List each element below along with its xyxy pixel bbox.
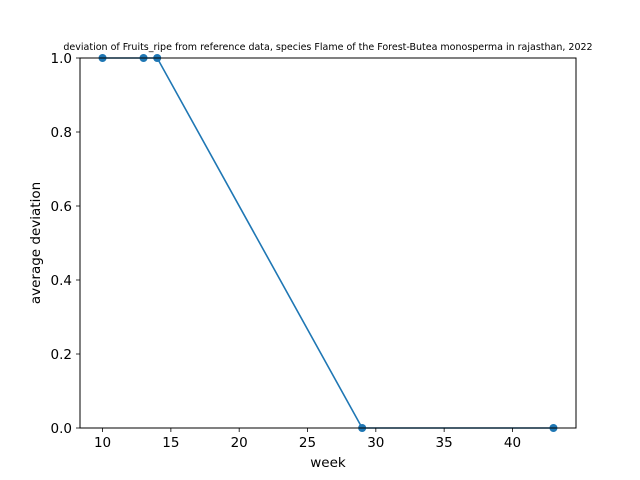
x-tick-label: 20 <box>231 435 248 451</box>
y-tick-label: 0.6 <box>51 199 72 215</box>
x-tick-label: 30 <box>367 435 384 451</box>
y-tick-label: 0.8 <box>51 125 72 141</box>
x-tick-label: 10 <box>94 435 111 451</box>
x-tick-label: 40 <box>504 435 521 451</box>
y-axis-label: average deviation <box>28 182 44 304</box>
y-tick-label: 0.2 <box>51 347 72 363</box>
y-axis: 0.0 0.2 0.4 0.6 0.8 1.0 <box>51 51 80 437</box>
y-tick-label: 0.4 <box>51 273 72 289</box>
x-axis-label: week <box>310 455 346 471</box>
x-axis: 10 15 20 25 30 35 40 <box>94 428 521 451</box>
axes-frame <box>79 57 577 429</box>
y-tick-label: 0.0 <box>51 421 72 437</box>
chart-title: deviation of Fruits_ripe from reference … <box>63 42 592 53</box>
x-tick-label: 25 <box>299 435 316 451</box>
x-tick-label: 35 <box>436 435 453 451</box>
x-tick-label: 15 <box>162 435 179 451</box>
y-tick-label: 1.0 <box>51 51 72 67</box>
